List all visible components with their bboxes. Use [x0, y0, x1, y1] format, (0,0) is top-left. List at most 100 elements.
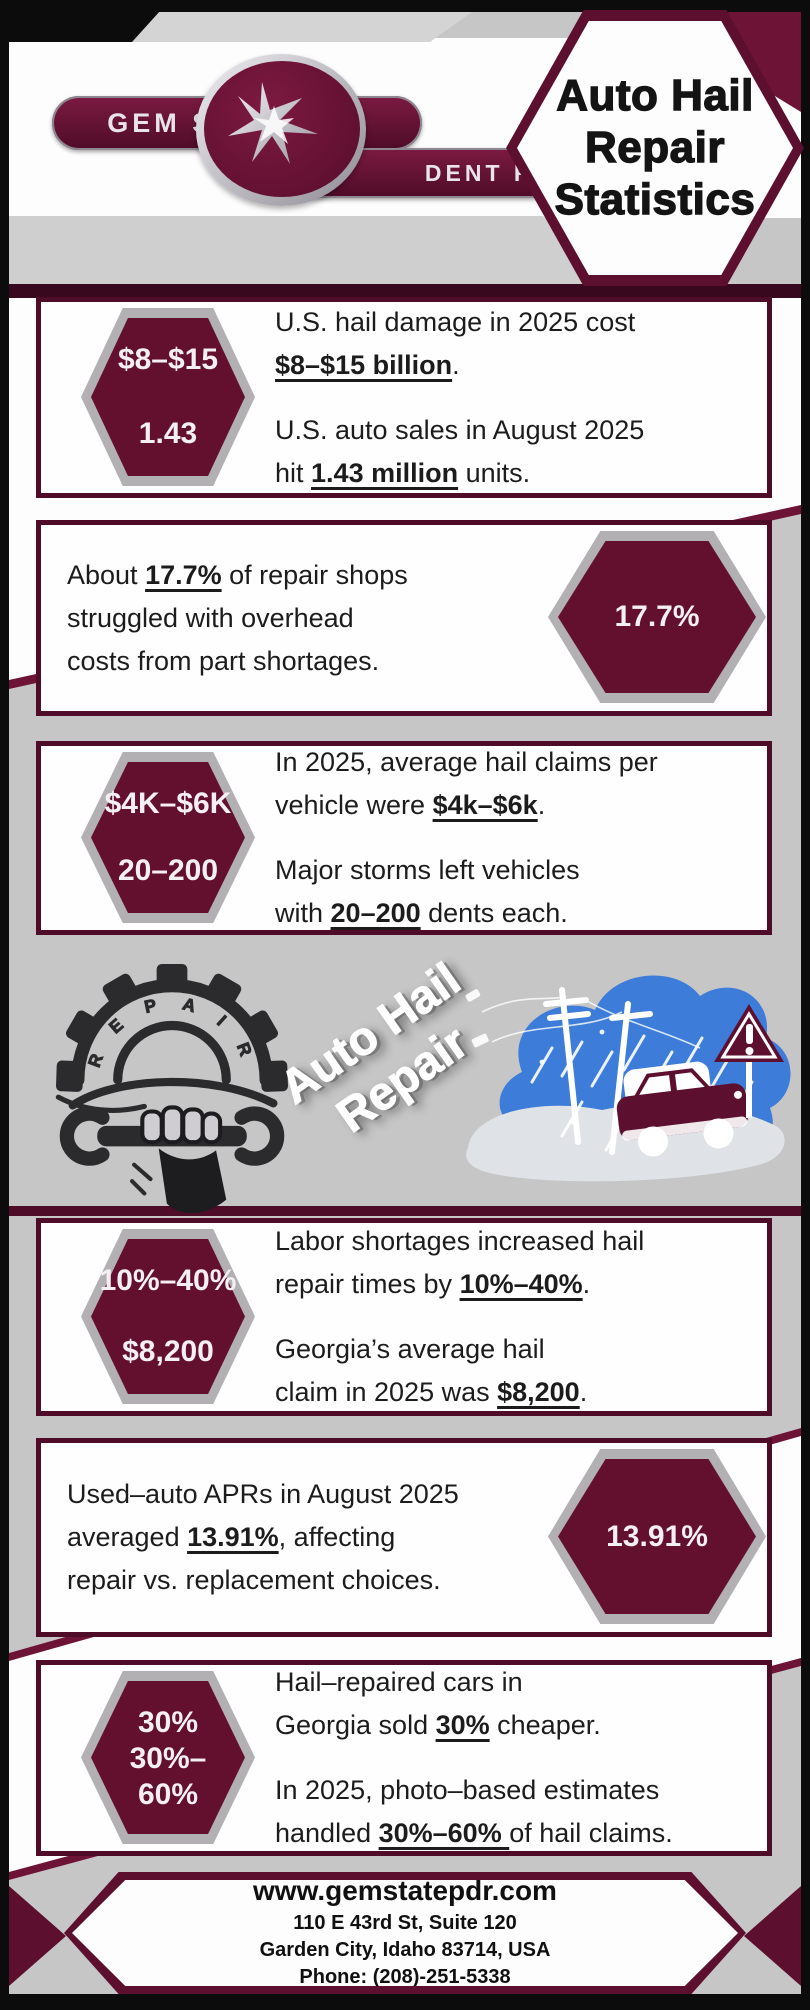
stat-text: Georgia’s average hail: [275, 1334, 545, 1364]
stat-text: U.S. hail damage in 2025 cost: [275, 306, 636, 337]
stat-text-line: averaged 13.91%, affecting: [67, 1516, 535, 1559]
stat-text-line: repair times by 10%–40%.: [275, 1263, 751, 1306]
stat-text-line: Hail–repaired cars in: [275, 1661, 751, 1704]
footer-website: www.gemstatepdr.com: [253, 1875, 557, 1906]
stat-badge-label: 1.43: [138, 417, 198, 450]
stat-paragraph: About 17.7% of repair shops struggled wit…: [67, 554, 535, 683]
repair-gear-icon: R E P A I R: [55, 964, 289, 1214]
stat-text: cheaper.: [489, 1710, 601, 1740]
stat-card: 17.7% About 17.7% of repair shops struggle…: [36, 520, 772, 716]
stat-text: Labor shortages increased hail: [275, 1226, 645, 1256]
stat-text-line: In 2025, photo–based estimates: [275, 1769, 751, 1812]
stat-text: repair times by: [275, 1269, 460, 1299]
stat-card-text: Used–auto APRs in August 2025 averaged 13…: [67, 1443, 535, 1632]
stat-badge-fill: [558, 1459, 756, 1614]
stat-text: Georgia sold: [275, 1710, 436, 1740]
footer-address-line2: Garden City, Idaho 83714, USA: [259, 1939, 551, 1961]
stat-paragraph: In 2025, photo–based estimates handled 30…: [275, 1769, 751, 1855]
stat-text-line: vehicle were $4k–$6k.: [275, 784, 751, 827]
stat-value: 30%: [435, 1710, 490, 1740]
stat-badge-label: $4K–$6K: [104, 787, 232, 820]
stat-badge-hexagon: 10%–40% $8,200: [81, 1229, 255, 1404]
stat-paragraph: In 2025, average hail claims per vehicle …: [275, 741, 751, 827]
stat-text: claim in 2025 was: [275, 1377, 498, 1407]
stat-badge-label: 17.7%: [614, 600, 700, 633]
stat-badge-hexagon: $8–$15 1.43: [81, 308, 255, 486]
stat-card: 13.91% Used–auto APRs in August 2025 avera…: [36, 1438, 772, 1637]
stat-text: vehicle were: [275, 790, 433, 820]
stat-badge-label: 13.91%: [606, 1519, 708, 1553]
stat-card: $8–$15 1.43 U.S. hail damage in 2025 cost $…: [36, 297, 772, 498]
stat-badge-label: 10%–40%: [99, 1264, 237, 1297]
stat-text: Hail–repaired cars in: [275, 1667, 523, 1697]
stat-text-line: claim in 2025 was $8,200.: [275, 1371, 751, 1414]
starburst-icon: [228, 82, 318, 164]
stat-badge-label: $8–$15: [117, 343, 219, 376]
stat-text: Used–auto APRs in August 2025: [67, 1479, 459, 1509]
footer-phone: Phone: (208)-251-5338: [299, 1966, 511, 1988]
stat-paragraph: U.S. auto sales in August 2025 hit 1.43 m…: [275, 409, 751, 495]
stat-text: costs from part shortages.: [67, 645, 380, 676]
stat-card-text: Labor shortages increased hail repair tim…: [275, 1223, 751, 1411]
stat-value: $4k–$6k: [432, 790, 538, 820]
stat-text: About: [67, 559, 146, 590]
stat-text-line: hit 1.43 million units.: [275, 452, 751, 495]
stat-text: .: [582, 1269, 591, 1299]
stat-text: U.S. auto sales in August 2025: [275, 414, 645, 445]
stat-text-line: In 2025, average hail claims per: [275, 741, 751, 784]
stat-paragraph: Used–auto APRs in August 2025 averaged 13…: [67, 1473, 535, 1602]
stat-text: .: [537, 790, 546, 820]
stat-text-line: Georgia sold 30% cheaper.: [275, 1704, 751, 1747]
stat-value: 13.91%: [187, 1522, 279, 1552]
stat-badge-hexagon: 13.91%: [548, 1449, 766, 1624]
stat-badge-fill: [91, 318, 245, 476]
stat-value: 1.43 million: [311, 457, 459, 488]
page-title-line: Auto Hail: [555, 70, 754, 120]
stat-text: units.: [458, 457, 531, 488]
footer-banner: www.gemstatepdr.com 110 E 43rd St, Suite…: [64, 1872, 746, 1994]
stat-badge-labels: 30% 30%– 60%: [91, 1681, 245, 1834]
stat-text-line: About 17.7% of repair shops: [67, 554, 535, 597]
stat-text-line: Georgia’s average hail: [275, 1328, 751, 1371]
stat-text: struggled with overhead: [67, 602, 354, 633]
stat-text: of hail claims.: [509, 1818, 673, 1848]
stat-card-text: In 2025, average hail claims per vehicle …: [275, 746, 751, 930]
stat-text: handled: [275, 1818, 379, 1848]
footer-address-line1: 110 E 43rd St, Suite 120: [293, 1912, 517, 1934]
stat-text-line: repair vs. replacement choices.: [67, 1559, 535, 1602]
stat-text-line: struggled with overhead: [67, 597, 535, 640]
stat-paragraph: Labor shortages increased hail repair tim…: [275, 1220, 751, 1306]
stat-badge-label: 20–200: [117, 854, 219, 887]
stat-text: repair vs. replacement choices.: [67, 1565, 441, 1595]
stat-badge-hexagon: $4K–$6K 20–200: [81, 752, 255, 923]
stat-paragraph: Georgia’s average hail claim in 2025 was …: [275, 1328, 751, 1414]
stat-text: In 2025, photo–based estimates: [275, 1775, 660, 1805]
logo-ellipse: [196, 54, 366, 206]
page-title-line: Repair: [584, 122, 725, 172]
stat-badge-labels: 13.91%: [558, 1459, 756, 1614]
stat-paragraph: Hail–repaired cars in Georgia sold 30% ch…: [275, 1661, 751, 1747]
stat-text: averaged: [67, 1522, 188, 1552]
stat-value: $8,200: [497, 1377, 580, 1407]
stat-value: 17.7%: [145, 559, 222, 590]
stat-badge-labels: $8–$15 1.43: [91, 318, 245, 476]
stat-card: 30% 30%– 60% Hail–repaired cars in Georgia …: [36, 1660, 772, 1856]
stat-text: .: [579, 1377, 588, 1407]
stat-badge-fill: [91, 1239, 245, 1394]
stat-text-line: handled 30%–60% of hail claims.: [275, 1812, 751, 1855]
stat-badge-hexagon: 30% 30%– 60%: [81, 1671, 255, 1844]
stat-badge-hexagon: 17.7%: [548, 531, 766, 703]
stat-value: 10%–40%: [459, 1269, 583, 1299]
stat-card-text: About 17.7% of repair shops struggled wit…: [67, 525, 535, 711]
stat-badge-labels: $4K–$6K 20–200: [91, 762, 245, 913]
stat-badge-labels: 10%–40% $8,200: [91, 1239, 245, 1394]
stat-badge-fill: [558, 541, 756, 693]
stat-text-line: U.S. auto sales in August 2025: [275, 409, 751, 452]
stat-card: $4K–$6K 20–200 In 2025, average hail claim…: [36, 741, 772, 935]
stat-text: dents each.: [420, 898, 568, 928]
stat-card-text: U.S. hail damage in 2025 cost $8–$15 bill…: [275, 302, 751, 493]
stat-text: In 2025, average hail claims per: [275, 747, 658, 777]
stat-card: 10%–40% $8,200 Labor shortages increased h…: [36, 1218, 772, 1416]
page-title-line: Statistics: [554, 174, 756, 224]
stat-text-line: $8–$15 billion.: [275, 344, 751, 387]
